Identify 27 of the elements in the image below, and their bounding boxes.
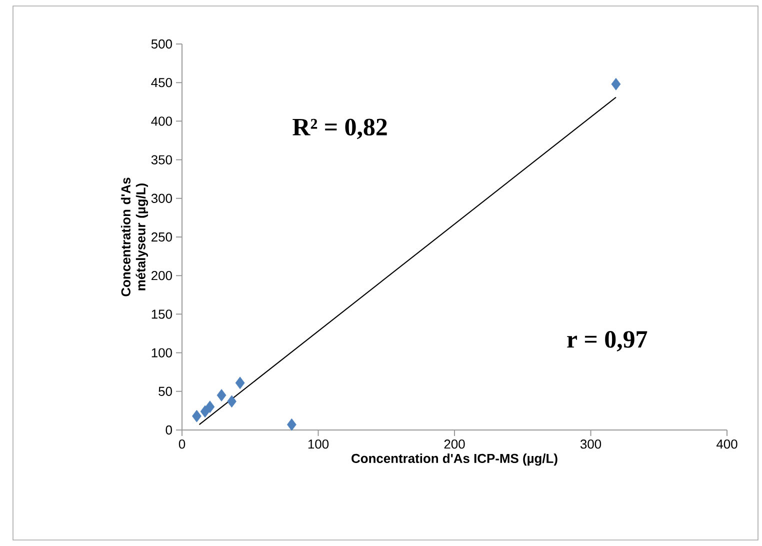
x-tick-label: 0 (178, 440, 186, 449)
y-tick-label: 150 (152, 310, 172, 319)
y-tick-label: 250 (152, 232, 172, 242)
x-axis-title: Concentration d'As ICP-MS (µg/L) (352, 454, 558, 466)
annotation: r = 0,97 (567, 331, 648, 352)
y-tick-label: 0 (166, 425, 172, 435)
point (235, 376, 245, 390)
y-tick-label: 50 (158, 386, 172, 396)
y-tick-label: 200 (152, 270, 172, 280)
annotation: R² = 0,82 (292, 118, 387, 140)
y-axis-title: Concentration d'As métalyseur (µg/L) (120, 178, 148, 296)
point (205, 400, 215, 414)
x-tick-label: 200 (444, 440, 465, 449)
point (192, 410, 202, 422)
x-tick-label: 400 (716, 440, 738, 449)
y-tick-label: 450 (151, 78, 172, 88)
point (227, 395, 236, 408)
x-tick-label: 300 (580, 440, 602, 449)
y-tick-label: 500 (151, 39, 172, 49)
y-tick-label: 100 (152, 348, 172, 358)
point (216, 389, 226, 402)
y-tick-label: 400 (151, 116, 172, 126)
y-tick-label: 300 (151, 194, 172, 203)
point (286, 418, 296, 431)
point (611, 78, 621, 90)
y-tick-label: 350 (151, 155, 172, 164)
x-tick-label: 100 (308, 440, 329, 449)
